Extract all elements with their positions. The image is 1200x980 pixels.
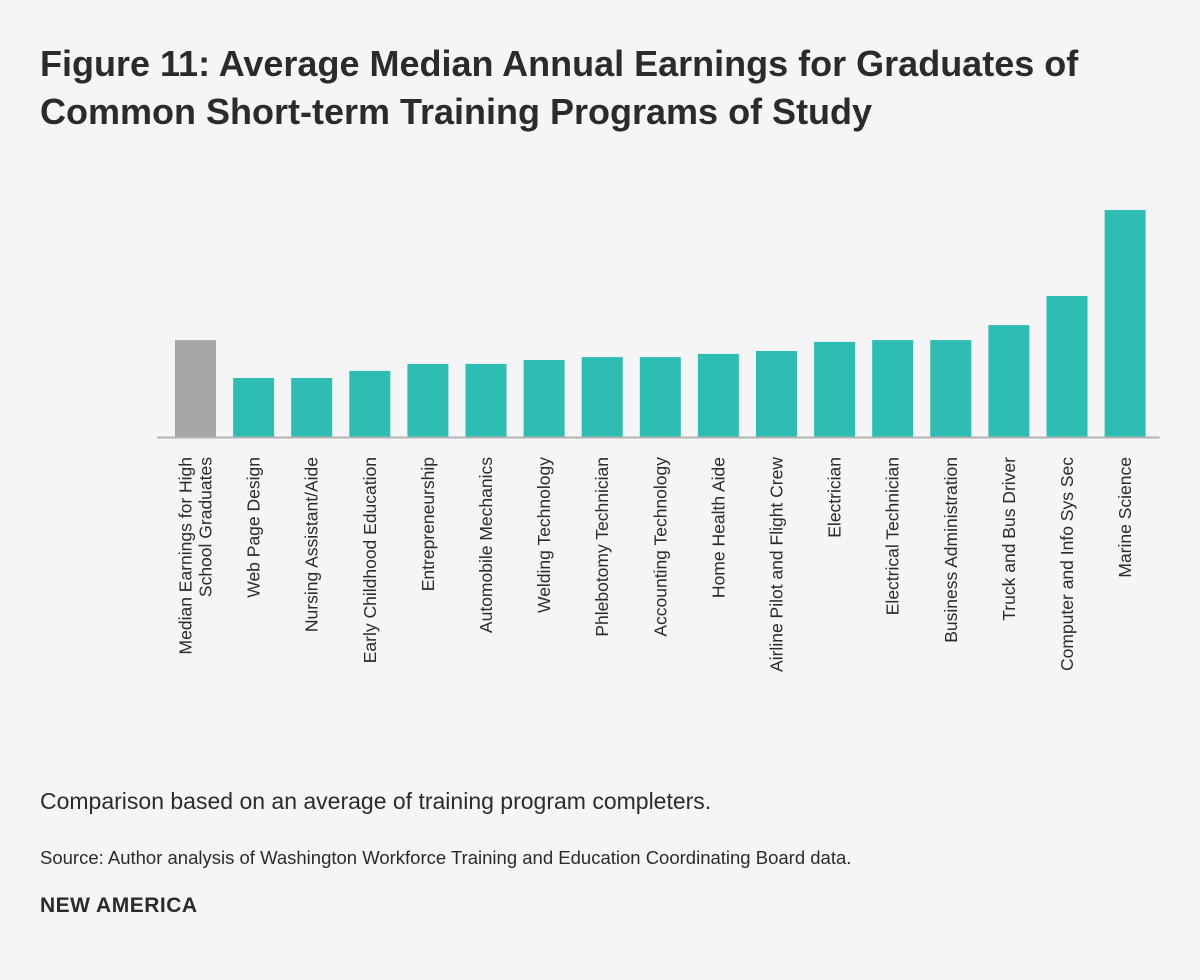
bar-chart: Median Earnings for High School Graduates… — [157, 210, 1160, 672]
category-label-4: Entrepreneurship — [418, 457, 438, 591]
chart-note: Comparison based on an average of traini… — [40, 788, 712, 814]
bar-8 — [639, 357, 681, 437]
bar-5 — [465, 363, 507, 437]
category-label-10: Airline Pilot and Flight Crew — [767, 457, 787, 672]
bar-3 — [349, 370, 391, 437]
bar-10 — [756, 351, 797, 437]
category-label-0-line-1: School Graduates — [196, 457, 216, 597]
bar-12 — [872, 340, 914, 437]
bars-group — [175, 210, 1146, 437]
chart-title-line-1: Figure 11: Average Median Annual Earning… — [40, 43, 1079, 84]
category-label-7: Phlebotomy Technician — [592, 457, 612, 637]
category-label-14: Truck and Bus Driver — [999, 457, 1019, 621]
bar-2 — [291, 378, 333, 437]
category-label-9: Home Health Aide — [708, 457, 728, 598]
bar-6 — [523, 360, 565, 437]
brand-logo-text: NEW AMERICA — [40, 894, 198, 917]
chart-title: Figure 11: Average Median Annual Earning… — [40, 40, 1160, 136]
bar-0 — [175, 340, 216, 437]
bar-13 — [930, 340, 972, 437]
category-label-16: Marine Science — [1115, 457, 1135, 578]
category-label-0-line-0: Median Earnings for High — [176, 457, 196, 654]
bar-9 — [697, 353, 739, 437]
category-label-5: Automobile Mechanics — [476, 457, 496, 633]
category-label-15: Computer and Info Sys Sec — [1057, 457, 1077, 671]
category-label-6: Welding Technology — [534, 457, 554, 613]
bar-4 — [407, 363, 449, 437]
category-label-12: Electrical Technician — [883, 457, 903, 615]
bar-7 — [581, 357, 623, 437]
bar-16 — [1104, 210, 1146, 437]
category-labels-group: Median Earnings for High School Graduates… — [176, 457, 1136, 672]
category-label-11: Electrician — [825, 457, 845, 538]
category-label-2: Nursing Assistant/Aide — [302, 457, 322, 632]
bar-15 — [1046, 296, 1088, 437]
category-label-3: Early Childhood Education — [360, 457, 380, 663]
source-note: Source: Author analysis of Washington Wo… — [40, 847, 852, 868]
category-label-13: Business Administration — [941, 457, 961, 643]
category-label-8: Accounting Technology — [650, 457, 670, 637]
chart-title-line-2: Common Short-term Training Programs of S… — [40, 91, 873, 132]
bar-14 — [988, 325, 1030, 437]
bar-11 — [814, 341, 856, 437]
bar-1 — [233, 378, 275, 437]
category-label-1: Web Page Design — [244, 457, 264, 598]
